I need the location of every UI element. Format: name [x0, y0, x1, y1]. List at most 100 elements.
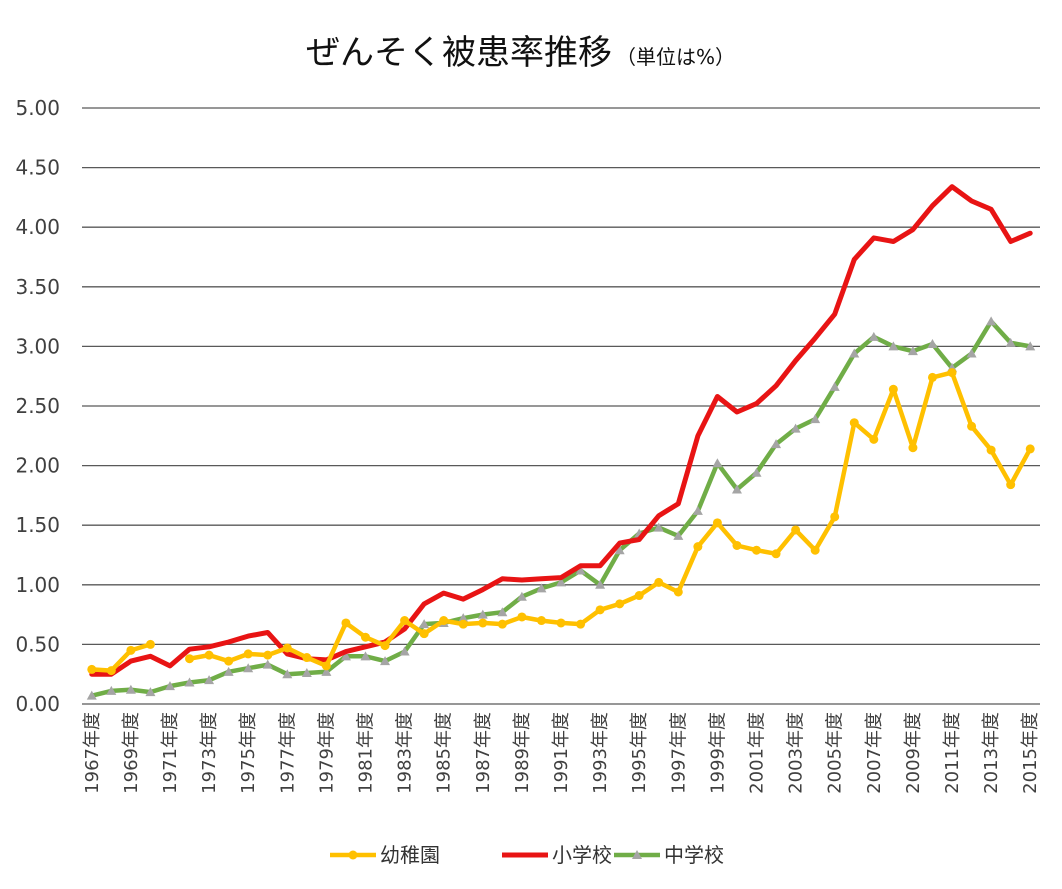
- data-point: [263, 650, 273, 660]
- data-point: [106, 685, 117, 695]
- x-tick-label: 2007年度: [864, 712, 885, 794]
- data-point: [947, 368, 957, 378]
- x-tick-label: 1973年度: [199, 712, 220, 794]
- data-point: [830, 512, 840, 522]
- data-point: [673, 530, 684, 540]
- series-line: [89, 642, 153, 673]
- legend-label: 幼稚園: [380, 843, 440, 867]
- y-tick-label: 2.50: [15, 394, 60, 418]
- y-tick-label: 2.00: [15, 454, 60, 478]
- series-lines: [86, 184, 1036, 700]
- data-point: [653, 522, 664, 532]
- data-point: [927, 372, 937, 382]
- data-point: [849, 418, 859, 428]
- data-point: [282, 643, 292, 653]
- data-point: [927, 339, 938, 349]
- data-point: [693, 542, 703, 552]
- series-line: [89, 184, 1033, 677]
- data-point: [282, 669, 293, 679]
- data-point: [595, 605, 605, 615]
- data-point: [654, 577, 664, 587]
- data-point: [810, 414, 821, 424]
- x-tick-label: 2005年度: [825, 712, 846, 794]
- data-point: [966, 348, 977, 358]
- data-point: [399, 646, 410, 656]
- data-point: [673, 587, 683, 597]
- data-point: [556, 577, 566, 587]
- data-point: [986, 445, 996, 455]
- data-point: [340, 651, 351, 661]
- y-tick-label: 1.50: [15, 513, 60, 537]
- x-tick-label: 1983年度: [395, 712, 416, 794]
- data-point: [223, 666, 234, 676]
- data-point: [771, 439, 782, 449]
- data-point: [1025, 444, 1035, 454]
- data-point: [301, 668, 312, 678]
- data-point: [732, 540, 742, 550]
- y-tick-label: 3.50: [15, 275, 60, 299]
- data-point: [400, 616, 410, 626]
- data-point: [536, 616, 546, 626]
- x-tick-label: 2009年度: [903, 712, 924, 794]
- legend-marker: [348, 850, 358, 860]
- x-tick-label: 2003年度: [786, 712, 807, 794]
- legend-item: 幼稚園: [330, 843, 440, 867]
- x-tick-label: 2015年度: [1020, 712, 1041, 794]
- series-2: [89, 184, 1033, 677]
- data-point: [419, 629, 429, 639]
- chart-title: ぜんそく被患率推移 （単位は%）: [306, 33, 735, 73]
- data-point: [829, 381, 840, 391]
- data-point: [321, 666, 332, 676]
- data-point: [125, 684, 136, 694]
- data-point: [1025, 341, 1036, 351]
- data-point: [86, 690, 97, 700]
- data-point: [360, 632, 370, 642]
- data-point: [243, 663, 254, 673]
- data-point: [224, 656, 234, 666]
- data-point: [752, 545, 762, 555]
- data-point: [439, 616, 449, 626]
- x-tick-label: 2001年度: [747, 712, 768, 794]
- data-point: [184, 677, 195, 687]
- data-point: [145, 639, 155, 649]
- x-tick-label: 2013年度: [981, 712, 1002, 794]
- data-point: [360, 651, 371, 661]
- x-tick-label: 1991年度: [551, 712, 572, 794]
- x-tick-label: 2011年度: [942, 712, 963, 794]
- data-point: [517, 612, 527, 622]
- gridlines: [82, 107, 1040, 705]
- x-tick-label: 1969年度: [121, 712, 142, 794]
- x-tick-label: 1995年度: [629, 712, 650, 794]
- y-tick-label: 4.50: [15, 156, 60, 180]
- series-3: [86, 316, 1036, 700]
- y-tick-label: 0.00: [15, 692, 60, 716]
- x-tick-label: 1987年度: [473, 712, 494, 794]
- data-point: [575, 565, 586, 575]
- y-tick-label: 4.00: [15, 215, 60, 239]
- x-tick-label: 1999年度: [707, 712, 728, 794]
- x-tick-label: 1967年度: [82, 712, 103, 794]
- data-point: [419, 619, 430, 629]
- data-point: [185, 654, 195, 664]
- data-point: [243, 649, 253, 659]
- data-point: [458, 619, 468, 629]
- data-point: [771, 549, 781, 559]
- data-point: [888, 341, 899, 351]
- data-point: [1005, 337, 1016, 347]
- data-point: [302, 653, 312, 663]
- y-tick-label: 0.50: [15, 632, 60, 656]
- data-point: [888, 384, 898, 394]
- data-point: [87, 664, 97, 674]
- data-point: [380, 641, 390, 651]
- y-tick-label: 1.00: [15, 573, 60, 597]
- data-point: [204, 675, 215, 685]
- data-point: [868, 331, 879, 341]
- data-point: [849, 348, 860, 358]
- data-point: [908, 443, 918, 453]
- y-tick-label: 3.00: [15, 334, 60, 358]
- data-point: [731, 484, 742, 494]
- data-point: [576, 619, 586, 629]
- y-tick-label: 5.00: [15, 96, 60, 120]
- data-point: [791, 525, 801, 535]
